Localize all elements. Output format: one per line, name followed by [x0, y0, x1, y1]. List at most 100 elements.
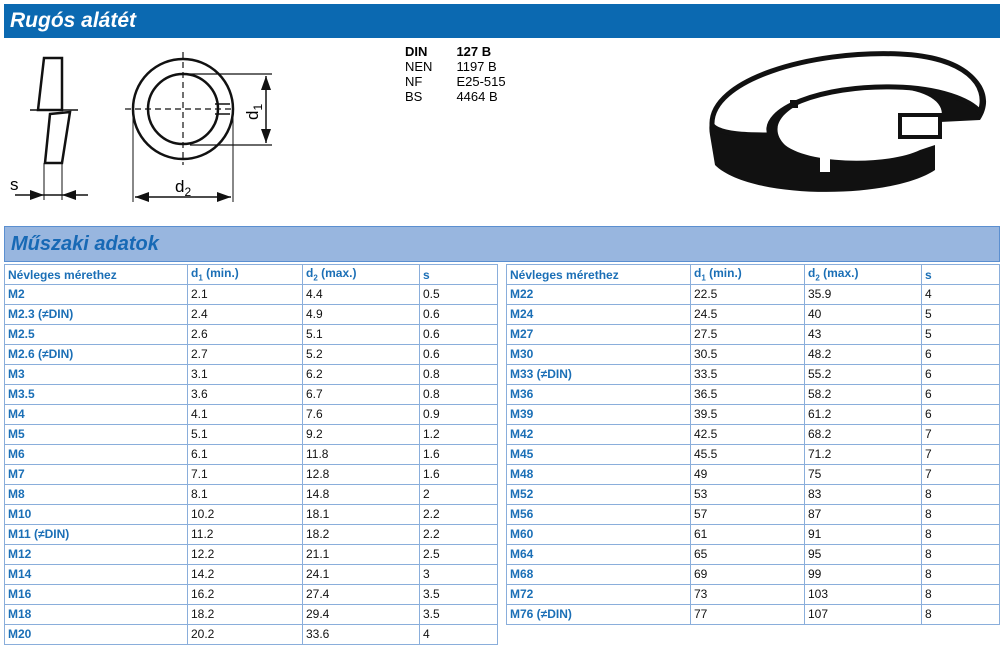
cell-d2: 99: [804, 564, 922, 585]
table-row: M3 3.1 6.2 0.8: [4, 364, 498, 385]
cell-d1: 73: [690, 584, 805, 605]
cell-s: 3.5: [419, 604, 498, 625]
table-row: M33 (≠DIN) 33.5 55.2 6: [506, 364, 1000, 385]
cell-size: M2.6 (≠DIN): [4, 344, 188, 365]
cell-size: M6: [4, 444, 188, 465]
cell-d1: 45.5: [690, 444, 805, 465]
table-row: M2 2.1 4.4 0.5: [4, 284, 498, 305]
cell-s: 1.6: [419, 444, 498, 465]
table-row: M64 65 95 8: [506, 544, 1000, 565]
cell-s: 2.5: [419, 544, 498, 565]
table-row: M10 10.2 18.1 2.2: [4, 504, 498, 525]
table-row: M20 20.2 33.6 4: [4, 624, 498, 645]
cell-d1: 39.5: [690, 404, 805, 425]
washer-3d-illustration: [709, 51, 987, 192]
cell-size: M18: [4, 604, 188, 625]
table-row: M48 49 75 7: [506, 464, 1000, 485]
cell-s: 3: [419, 564, 498, 585]
cell-d2: 14.8: [302, 484, 420, 505]
cell-s: 2: [419, 484, 498, 505]
cell-d1: 20.2: [187, 624, 303, 645]
cell-s: 2.2: [419, 504, 498, 525]
specs-table-right: Névleges mérethez d1 (min.) d2 (max.) s …: [506, 264, 1000, 625]
cell-s: 3.5: [419, 584, 498, 605]
standard-value: E25-515: [456, 74, 506, 89]
cell-size: M12: [4, 544, 188, 565]
cell-d1: 36.5: [690, 384, 805, 405]
cell-d2: 91: [804, 524, 922, 545]
cell-d1: 65: [690, 544, 805, 565]
table-row: M56 57 87 8: [506, 504, 1000, 525]
cell-size: M10: [4, 504, 188, 525]
header-s: s: [419, 264, 498, 285]
cell-size: M76 (≠DIN): [506, 604, 691, 625]
cell-d2: 61.2: [804, 404, 922, 425]
table-row: M68 69 99 8: [506, 564, 1000, 585]
cell-d1: 14.2: [187, 564, 303, 585]
cell-d1: 33.5: [690, 364, 805, 385]
cell-d1: 2.1: [187, 284, 303, 305]
cell-s: 8: [921, 544, 1000, 565]
cell-size: M36: [506, 384, 691, 405]
cell-d1: 7.1: [187, 464, 303, 485]
cell-s: 0.6: [419, 304, 498, 325]
table-row: M45 45.5 71.2 7: [506, 444, 1000, 465]
cell-s: 0.9: [419, 404, 498, 425]
header-d1: d1 (min.): [690, 264, 805, 285]
cell-d2: 29.4: [302, 604, 420, 625]
cell-d2: 5.2: [302, 344, 420, 365]
cell-d1: 16.2: [187, 584, 303, 605]
cell-s: 4: [419, 624, 498, 645]
cell-d2: 75: [804, 464, 922, 485]
standard-name: NF: [405, 74, 423, 89]
cell-d1: 8.1: [187, 484, 303, 505]
cell-s: 5: [921, 324, 1000, 345]
cell-size: M16: [4, 584, 188, 605]
standard-value: 127 B: [456, 44, 492, 59]
table-row: M2.6 (≠DIN) 2.7 5.2 0.6: [4, 344, 498, 365]
cell-d1: 49: [690, 464, 805, 485]
cell-d2: 7.6: [302, 404, 420, 425]
table-row: M2.5 2.6 5.1 0.6: [4, 324, 498, 345]
header-size: Névleges mérethez: [506, 264, 691, 285]
cell-s: 0.8: [419, 384, 498, 405]
cell-d2: 55.2: [804, 364, 922, 385]
cell-s: 0.6: [419, 344, 498, 365]
cell-d1: 12.2: [187, 544, 303, 565]
cell-d2: 33.6: [302, 624, 420, 645]
cell-d2: 68.2: [804, 424, 922, 445]
cell-d2: 5.1: [302, 324, 420, 345]
standards-list: DIN 127 B NEN 1197 B NF E25-515 BS 4464 B: [405, 44, 530, 104]
cell-d2: 6.2: [302, 364, 420, 385]
cell-s: 0.8: [419, 364, 498, 385]
cell-s: 8: [921, 584, 1000, 605]
specs-table-left: Névleges mérethez d1 (min.) d2 (max.) s …: [4, 264, 498, 645]
cell-size: M24: [506, 304, 691, 325]
cell-d2: 18.1: [302, 504, 420, 525]
cell-size: M33 (≠DIN): [506, 364, 691, 385]
table-row: M18 18.2 29.4 3.5: [4, 604, 498, 625]
cell-size: M52: [506, 484, 691, 505]
table-row: M76 (≠DIN) 77 107 8: [506, 604, 1000, 625]
cell-d1: 3.1: [187, 364, 303, 385]
cell-d2: 58.2: [804, 384, 922, 405]
cell-size: M39: [506, 404, 691, 425]
table-row: M12 12.2 21.1 2.5: [4, 544, 498, 565]
cell-d2: 11.8: [302, 444, 420, 465]
cell-d1: 42.5: [690, 424, 805, 445]
cell-s: 8: [921, 524, 1000, 545]
cell-size: M11 (≠DIN): [4, 524, 188, 545]
cell-size: M56: [506, 504, 691, 525]
cell-size: M8: [4, 484, 188, 505]
cell-size: M2: [4, 284, 188, 305]
cell-d2: 9.2: [302, 424, 420, 445]
cell-s: 1.2: [419, 424, 498, 445]
cell-d2: 4.9: [302, 304, 420, 325]
standard-value: 4464 B: [456, 89, 498, 104]
cell-d1: 2.7: [187, 344, 303, 365]
cell-d2: 35.9: [804, 284, 922, 305]
cell-size: M14: [4, 564, 188, 585]
cell-d2: 18.2: [302, 524, 420, 545]
section-title: Műszaki adatok: [4, 226, 1000, 262]
cell-d2: 83: [804, 484, 922, 505]
